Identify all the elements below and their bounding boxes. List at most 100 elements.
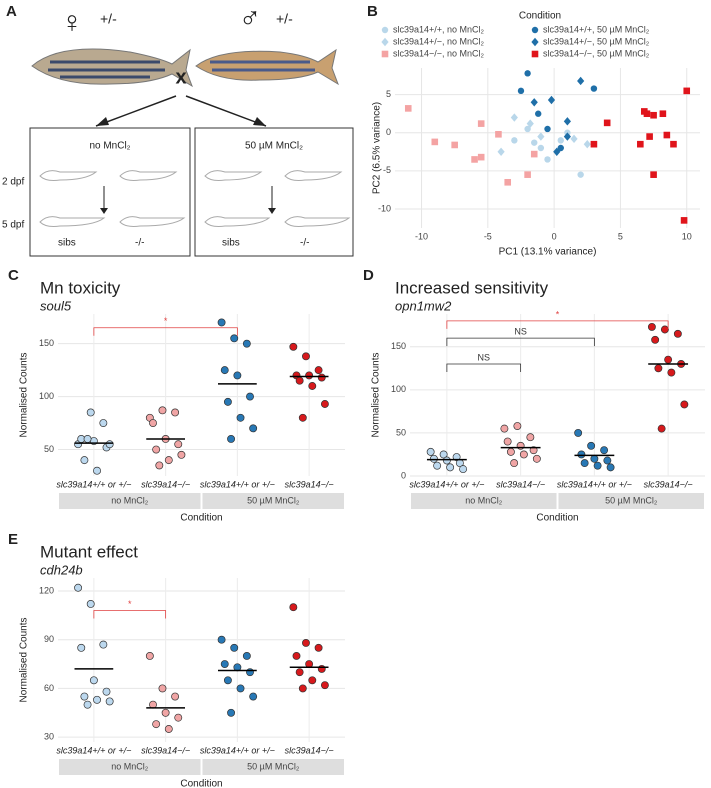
point	[544, 156, 551, 163]
group-label: 50 µM MnCl₂	[247, 495, 300, 505]
point	[217, 635, 226, 644]
point	[317, 664, 326, 673]
point	[320, 400, 329, 408]
point	[431, 138, 439, 146]
y-tick-label: 5	[386, 89, 391, 99]
x-tick-label: 10	[682, 231, 692, 241]
point	[603, 456, 612, 465]
group-label: 50 µM MnCl₂	[605, 495, 658, 505]
point	[524, 70, 531, 77]
significance-bracket	[446, 337, 595, 347]
point	[302, 639, 310, 647]
point	[295, 668, 304, 677]
x-tick-label: slc39a14−/−	[285, 479, 334, 489]
panel-a: A ♀ +/- ♂ +/- x no MnCl₂ 50 µM MnCl₂ 2 d…	[2, 2, 354, 257]
group-strip	[202, 493, 344, 509]
point	[530, 150, 538, 158]
point	[531, 139, 538, 146]
point	[517, 87, 525, 95]
point	[249, 424, 258, 433]
female-fish	[31, 48, 193, 88]
point	[426, 447, 435, 456]
point	[158, 406, 167, 415]
x-axis-label: PC1 (13.1% variance)	[499, 247, 597, 258]
point	[606, 463, 615, 472]
y-tick-label: 30	[44, 732, 54, 742]
group-strip	[558, 493, 704, 509]
point	[570, 134, 578, 144]
stage-label: 2 dpf	[2, 177, 24, 188]
point	[557, 144, 564, 152]
point	[651, 335, 660, 344]
y-tick-label: 90	[44, 634, 54, 644]
point	[513, 422, 522, 430]
point	[503, 437, 512, 446]
point	[680, 400, 689, 409]
y-tick-label: 50	[396, 427, 406, 437]
significance-label: NS	[514, 327, 527, 337]
legend-swatch	[531, 37, 539, 47]
panel-label: A	[6, 3, 17, 20]
group-strip	[202, 759, 344, 775]
point	[292, 651, 301, 660]
genotype-label: sibs	[222, 238, 240, 249]
point	[83, 700, 92, 709]
chart-title: Increased sensitivity	[395, 278, 549, 297]
point	[580, 459, 589, 468]
panel-label: D	[363, 267, 374, 284]
point	[152, 445, 161, 454]
point	[298, 684, 307, 693]
legend-swatch	[381, 37, 389, 47]
condition-box	[194, 127, 354, 257]
point	[86, 600, 95, 608]
point	[673, 329, 682, 338]
point	[663, 131, 671, 139]
stage-label: 5 dpf	[2, 220, 24, 231]
point	[149, 419, 157, 428]
point	[524, 171, 531, 178]
group-label: no MnCl₂	[111, 761, 149, 771]
point	[506, 447, 515, 456]
chart-title: Mn toxicity	[40, 278, 121, 297]
point	[308, 676, 317, 685]
point	[174, 440, 183, 449]
point	[105, 440, 114, 449]
point	[577, 450, 586, 459]
fish-stripes	[48, 60, 165, 79]
point	[590, 454, 599, 463]
larvae	[39, 170, 351, 227]
point	[171, 408, 180, 417]
y-tick-label: -10	[378, 203, 391, 213]
point	[174, 713, 183, 722]
arrows	[95, 95, 267, 127]
point	[532, 454, 541, 463]
point	[249, 692, 258, 701]
box-title: no MnCl₂	[89, 141, 130, 152]
point	[529, 446, 538, 455]
point	[659, 110, 667, 118]
y-tick-label: 150	[39, 338, 54, 348]
point	[220, 660, 229, 669]
y-tick-label: 50	[44, 444, 54, 454]
y-axis-label: Normalised Counts	[19, 617, 30, 702]
genotype-label: sibs	[58, 238, 76, 249]
female-symbol: ♀	[61, 6, 84, 39]
point	[246, 668, 254, 677]
point	[74, 583, 83, 592]
point	[83, 434, 92, 443]
point	[557, 137, 564, 144]
significance-label: *	[164, 316, 168, 326]
significance-label: *	[128, 599, 132, 609]
point	[646, 133, 653, 140]
x-tick-label: slc39a14+/+ or +/−	[56, 479, 131, 489]
y-tick-label: 100	[39, 391, 54, 401]
x-tick-label: slc39a14−/−	[141, 745, 190, 755]
y-tick-label: 60	[44, 683, 54, 693]
male-symbol: ♂	[239, 2, 262, 35]
male-fish	[195, 48, 339, 86]
point	[155, 461, 164, 470]
point	[314, 643, 323, 652]
y-axis-label: Normalised Counts	[19, 352, 30, 437]
point	[227, 708, 236, 717]
